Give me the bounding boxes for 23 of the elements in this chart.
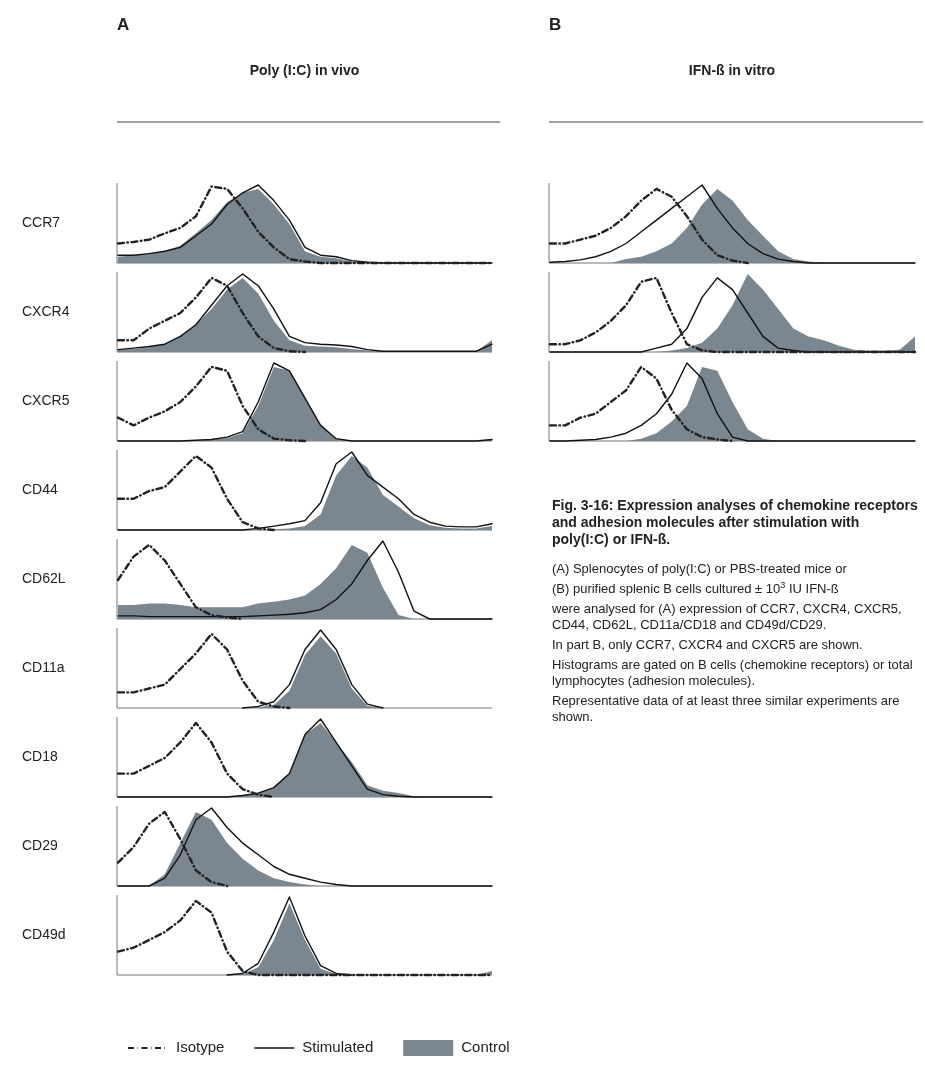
text: CD62L [22,569,66,586]
text: CD44 [22,480,59,497]
legend-label: Control [461,1038,510,1055]
text: Representative data of at least three similar experiments are shown. [552,693,900,724]
text: CCR7 [22,213,61,230]
text: A [117,15,130,34]
text: Fig. 3-16: Expression analyses of chemokine receptors and adhesion molecules after stimulation with poly(I:C) or IFN-ß. [552,497,918,547]
chart-subtitle: IFN-ß in vitro [688,62,776,78]
text: CD11a [22,658,65,675]
text: CXCR5 [22,391,70,408]
text: (B) purified splenic B cells cultured ± 10$^{3}$ IU IFN-ß [552,580,839,596]
text: (A) Splenocytes of poly(I:C) or PBS-treated mice or [552,561,848,576]
text: CXCR4 [22,302,70,319]
chart-subtitle: Poly (I:C) in vivo [249,62,360,78]
legend-label: Stimulated [302,1038,374,1055]
text: In part B, only CCR7, CXCR4 and CXCR5 are shown. [552,637,863,652]
text: were analysed for (A) expression of CCR7, CXCR4, CXCR5, CD44, CD62L, CD11a/CD18 and CD49d/CD29. [551,601,902,632]
text: CD29 [22,836,59,853]
legend-label: Isotype [176,1038,225,1055]
text: B [549,15,562,34]
text: CD18 [22,747,59,764]
text: CD49d [22,925,66,942]
text: Histograms are gated on B cells (chemokine receptors) or total lymphocytes (adhesion molecules). [552,657,913,688]
